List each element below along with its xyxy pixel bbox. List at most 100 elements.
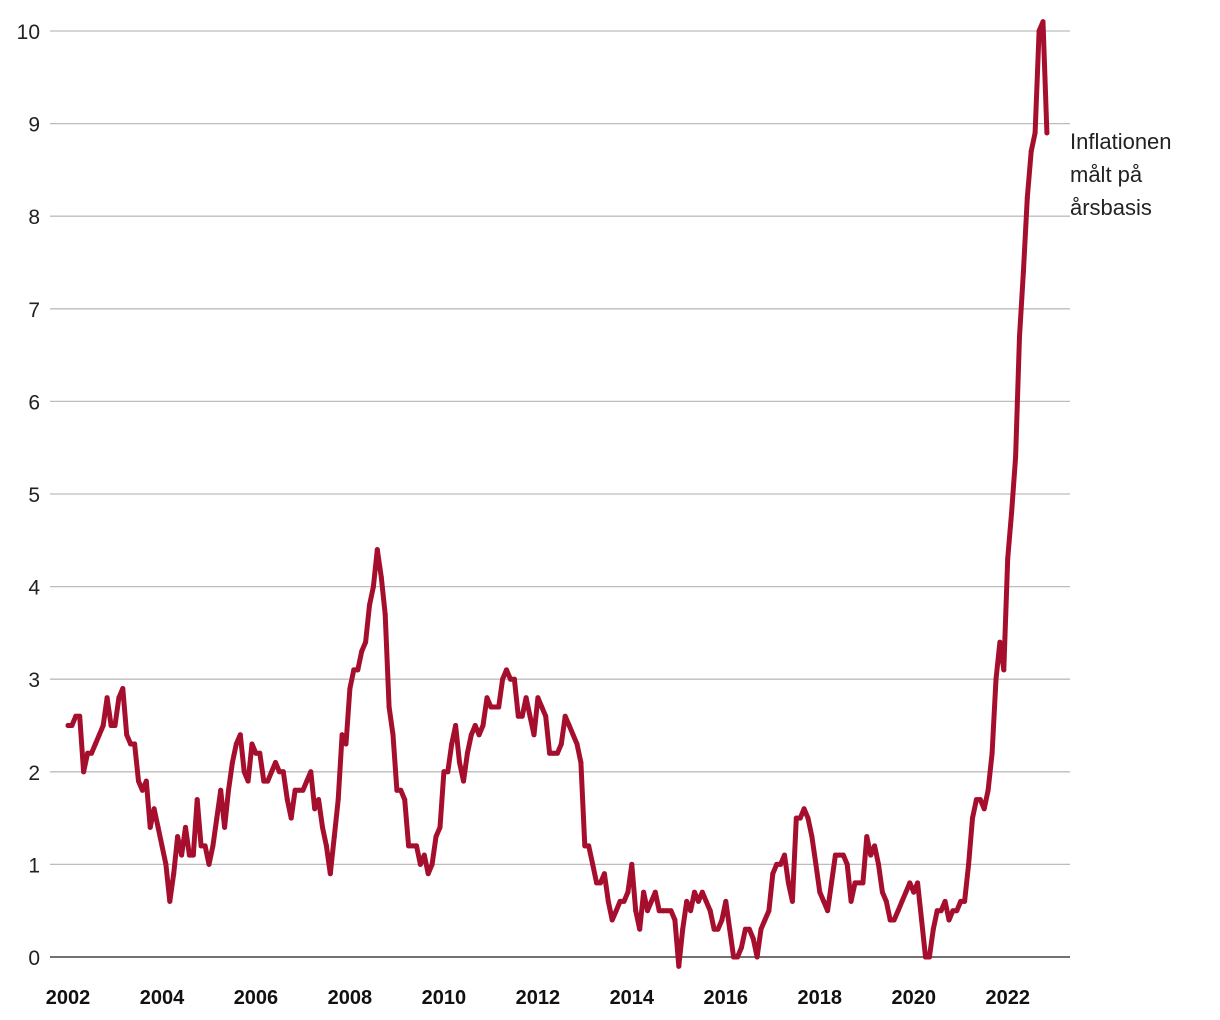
- data-point: [183, 824, 188, 830]
- data-point: [844, 861, 850, 867]
- y-tick-label-6: 6: [28, 391, 40, 414]
- data-point: [872, 843, 878, 849]
- data-point: [488, 704, 494, 710]
- data-point: [766, 908, 772, 914]
- data-point: [989, 750, 995, 756]
- data-point: [703, 898, 709, 904]
- x-tick-label-2006: 2006: [234, 987, 279, 1009]
- data-point: [480, 723, 486, 728]
- x-tick-label-2020: 2020: [891, 987, 936, 1009]
- data-point: [492, 704, 498, 710]
- data-point: [633, 908, 639, 914]
- data-point: [946, 917, 952, 923]
- data-point: [582, 843, 588, 849]
- y-axis-tick-labels: 0 1 2 3 4 5 6 7 8 9 10: [17, 21, 41, 970]
- data-point: [382, 611, 388, 617]
- data-point: [977, 797, 983, 803]
- data-point: [1028, 148, 1034, 154]
- data-point: [868, 852, 874, 858]
- data-point: [261, 778, 267, 784]
- data-point: [128, 741, 134, 747]
- data-point: [468, 732, 474, 738]
- data-point: [257, 750, 263, 756]
- data-point: [69, 723, 75, 728]
- x-tick-label-2008: 2008: [328, 987, 373, 1009]
- data-point: [731, 954, 737, 960]
- data-point: [562, 713, 568, 719]
- data-point: [715, 926, 721, 932]
- data-point: [81, 769, 87, 775]
- data-point: [398, 787, 404, 793]
- data-point: [688, 908, 694, 914]
- data-point: [836, 852, 842, 858]
- y-tick-label-3: 3: [28, 669, 40, 692]
- data-point: [723, 898, 729, 904]
- data-point: [911, 889, 917, 895]
- data-point: [981, 806, 987, 812]
- data-point: [284, 797, 290, 803]
- data-point: [692, 889, 697, 895]
- data-point: [864, 834, 870, 840]
- data-point: [222, 824, 228, 830]
- data-point: [770, 871, 776, 877]
- data-point: [273, 760, 278, 765]
- data-point: [789, 898, 795, 904]
- data-point: [1001, 667, 1007, 673]
- data-point: [300, 787, 306, 793]
- data-point: [609, 917, 615, 923]
- data-point: [186, 852, 192, 858]
- series-annotation: Inflationen målt på årsbasis: [1070, 129, 1178, 220]
- data-point: [762, 917, 768, 923]
- data-point: [570, 732, 576, 738]
- data-point: [280, 769, 286, 775]
- data-point: [660, 908, 666, 914]
- data-point: [402, 797, 408, 803]
- data-point: [617, 898, 623, 904]
- data-point: [970, 815, 975, 821]
- data-point: [648, 898, 654, 904]
- x-tick-label-2016: 2016: [704, 987, 749, 1009]
- data-point: [85, 750, 91, 756]
- data-point: [515, 713, 521, 719]
- data-point: [77, 713, 83, 719]
- data-point: [586, 843, 592, 849]
- data-point: [535, 695, 541, 701]
- data-point: [190, 852, 196, 858]
- data-point: [1009, 510, 1015, 515]
- annotation-line-1: Inflationen: [1070, 129, 1172, 154]
- data-point: [578, 760, 584, 765]
- data-point: [449, 741, 455, 747]
- data-point: [962, 898, 968, 904]
- data-point: [876, 861, 881, 867]
- data-point: [218, 787, 224, 793]
- data-point: [96, 732, 102, 738]
- data-point: [445, 769, 451, 775]
- data-point: [793, 815, 799, 821]
- data-point: [903, 889, 909, 895]
- data-point: [527, 713, 533, 719]
- data-point: [1040, 19, 1046, 25]
- data-point: [829, 880, 834, 886]
- data-point: [484, 695, 490, 701]
- data-point: [308, 769, 314, 775]
- data-point: [558, 741, 564, 747]
- data-point: [367, 602, 372, 608]
- data-point: [496, 704, 502, 710]
- data-point: [202, 843, 208, 849]
- data-point: [551, 750, 556, 756]
- data-point: [320, 824, 325, 830]
- data-point: [421, 852, 427, 858]
- data-point: [288, 815, 294, 821]
- data-point: [707, 908, 713, 914]
- data-point: [923, 954, 928, 960]
- x-tick-label-2010: 2010: [422, 987, 467, 1009]
- data-point: [92, 741, 98, 747]
- data-point: [363, 639, 369, 645]
- data-point: [163, 861, 169, 867]
- data-point: [100, 723, 106, 728]
- data-point: [934, 908, 940, 914]
- data-point: [394, 787, 400, 793]
- data-point: [637, 926, 643, 932]
- data-point: [930, 926, 936, 932]
- data-point: [966, 861, 972, 867]
